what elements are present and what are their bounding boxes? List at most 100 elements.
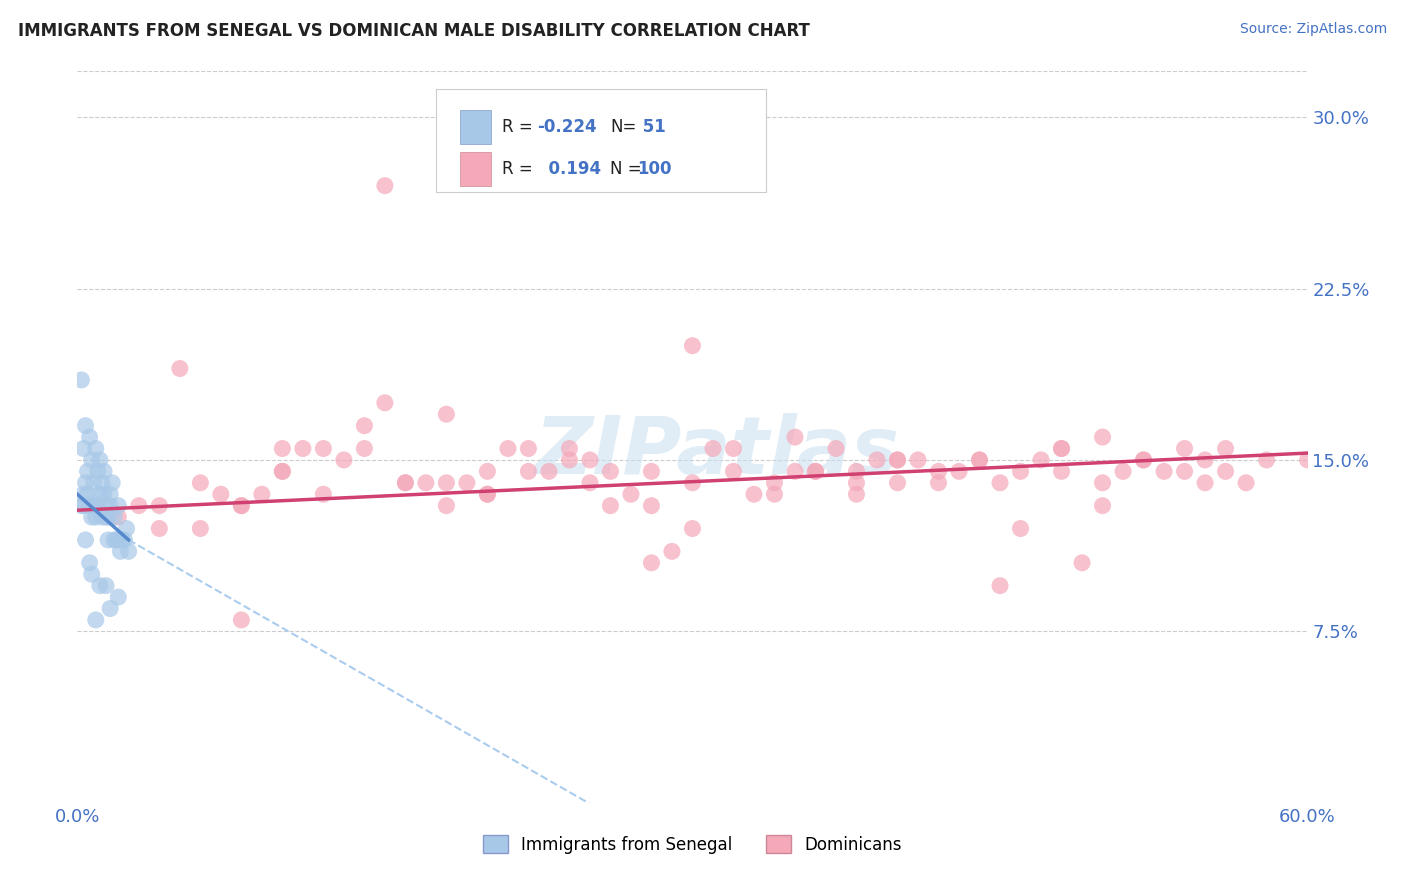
Point [72,442,94,456]
Point [558,442,581,456]
Point [1050,442,1073,456]
Point [107,510,129,524]
Point [84,613,107,627]
Point [97,533,120,547]
Point [477,464,499,478]
Point [682,338,704,352]
Point [517,442,540,456]
Point [1194,475,1216,490]
Point [682,521,704,535]
Point [98,487,121,501]
Point [72,487,94,501]
Point [70,499,93,513]
Point [374,396,396,410]
Point [517,464,540,478]
Point [845,475,868,490]
Point [93,487,115,501]
Point [804,464,827,478]
Point [84,510,107,524]
Point [98,499,121,513]
Point [825,442,848,456]
Point [114,533,136,547]
Point [579,475,602,490]
Legend: Immigrants from Senegal, Dominicans: Immigrants from Senegal, Dominicans [477,829,908,860]
Point [723,464,745,478]
Point [1091,430,1114,444]
Point [1091,499,1114,513]
Point [1132,453,1154,467]
Point [1234,475,1257,490]
Point [110,544,132,558]
Point [845,464,868,478]
Point [90,510,114,524]
Point [886,453,908,467]
Point [94,579,117,593]
Point [90,475,114,490]
Point [75,533,97,547]
Point [1153,464,1175,478]
Point [83,475,105,490]
Point [79,430,101,444]
Point [94,499,117,513]
Point [94,510,117,524]
Point [353,442,375,456]
Point [98,601,121,615]
Point [89,487,111,501]
Text: N =: N = [610,160,641,178]
Point [1215,464,1237,478]
Point [169,361,191,376]
Point [742,487,765,501]
Point [1091,475,1114,490]
Point [866,453,889,467]
Point [75,475,97,490]
Point [89,579,111,593]
Point [969,453,991,467]
Point [640,499,662,513]
Point [886,475,908,490]
Point [436,407,458,421]
Point [907,453,929,467]
Text: 51: 51 [637,118,665,136]
Point [477,487,499,501]
Point [115,521,138,535]
Point [558,453,581,467]
Point [271,464,294,478]
Point [723,442,745,456]
Point [1215,442,1237,456]
Point [1174,464,1197,478]
Text: ZIPatlas: ZIPatlas [534,413,900,491]
Point [1256,453,1278,467]
Point [845,487,868,501]
Point [80,567,103,582]
Point [988,579,1011,593]
Point [537,464,560,478]
Point [76,464,98,478]
Point [1050,464,1073,478]
Text: 100: 100 [637,160,672,178]
Point [231,499,253,513]
Point [456,475,478,490]
Point [271,464,294,478]
Point [436,475,458,490]
Point [89,453,111,467]
Point [231,499,253,513]
Point [93,464,115,478]
Point [1296,453,1319,467]
Point [103,510,125,524]
Point [312,487,335,501]
Point [353,418,375,433]
Point [105,533,128,547]
Point [291,442,314,456]
Point [97,510,120,524]
Point [209,487,232,501]
Text: R =: R = [502,118,538,136]
Point [148,499,170,513]
Point [1132,453,1154,467]
Point [107,499,129,513]
Point [111,533,134,547]
Point [1071,556,1094,570]
Point [103,533,125,547]
Point [415,475,437,490]
Point [80,453,103,467]
Point [763,487,786,501]
